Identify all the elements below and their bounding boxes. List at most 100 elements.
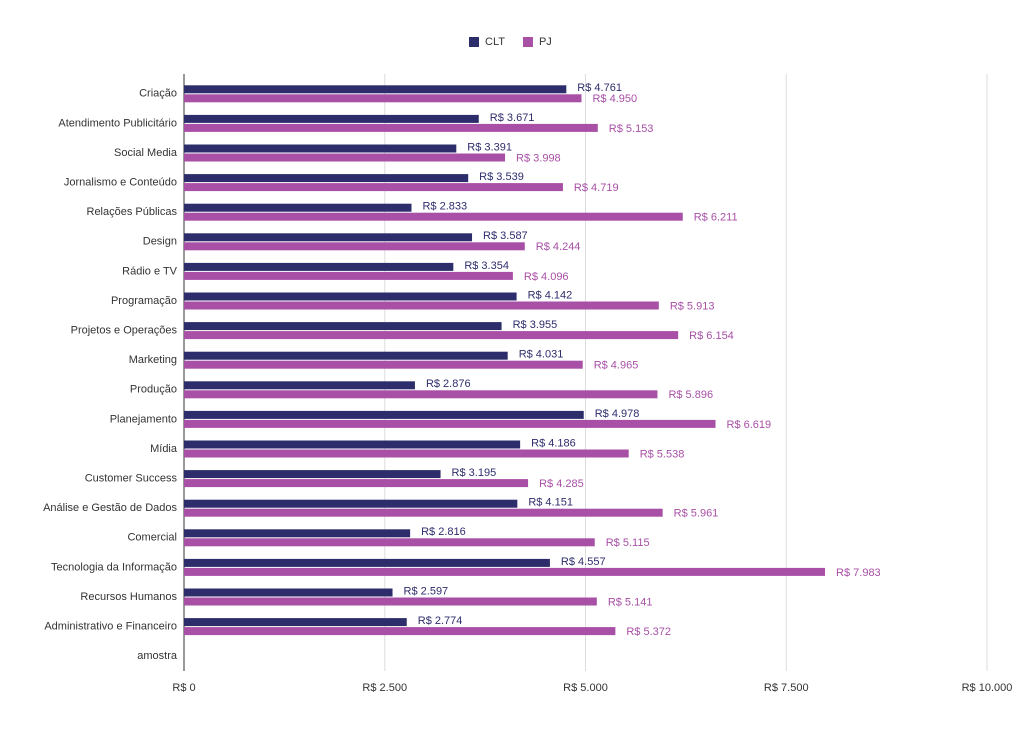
bar bbox=[184, 479, 529, 488]
y-tick-label: Rádio e TV bbox=[122, 265, 177, 277]
bar bbox=[184, 558, 550, 567]
bar bbox=[184, 381, 415, 390]
value-label: R$ 5.896 bbox=[668, 389, 713, 401]
value-label: R$ 3.998 bbox=[516, 152, 561, 164]
y-tick-label: Jornalismo e Conteúdo bbox=[64, 177, 177, 189]
bar bbox=[184, 242, 525, 251]
bar bbox=[184, 212, 683, 221]
bar bbox=[184, 174, 469, 183]
value-label: R$ 3.955 bbox=[513, 319, 558, 331]
value-label: R$ 3.587 bbox=[483, 230, 528, 242]
value-label: R$ 3.354 bbox=[464, 260, 509, 272]
bar bbox=[184, 351, 508, 360]
y-tick-label: Marketing bbox=[129, 354, 177, 366]
bar bbox=[184, 529, 411, 538]
bar bbox=[184, 618, 407, 627]
value-label: R$ 6.619 bbox=[727, 419, 772, 431]
bar bbox=[184, 470, 441, 479]
value-label: R$ 3.195 bbox=[452, 467, 497, 479]
bar bbox=[184, 301, 659, 310]
value-label: R$ 5.153 bbox=[609, 123, 654, 135]
y-tick-label: Planejamento bbox=[110, 413, 177, 425]
y-tick-label: Comercial bbox=[127, 532, 177, 544]
y-tick-label: Design bbox=[143, 236, 177, 248]
value-label: R$ 3.539 bbox=[479, 171, 524, 183]
bar bbox=[184, 410, 584, 419]
bar bbox=[184, 538, 595, 547]
value-label: R$ 4.285 bbox=[539, 478, 584, 490]
value-label: R$ 6.211 bbox=[694, 212, 738, 224]
bar bbox=[184, 360, 583, 369]
value-label: R$ 2.597 bbox=[404, 585, 449, 597]
bar bbox=[184, 322, 502, 331]
y-tick-label: Social Media bbox=[114, 147, 178, 159]
value-label: R$ 2.774 bbox=[418, 615, 463, 627]
value-label: R$ 4.186 bbox=[531, 437, 576, 449]
bar bbox=[184, 597, 597, 606]
value-label: R$ 2.833 bbox=[422, 201, 467, 213]
value-label: R$ 5.141 bbox=[608, 596, 653, 608]
bar bbox=[184, 233, 473, 242]
legend-label: CLT bbox=[485, 36, 505, 48]
bar bbox=[184, 499, 518, 508]
bar bbox=[184, 144, 457, 153]
y-tick-label: Programação bbox=[111, 295, 177, 307]
value-label: R$ 4.719 bbox=[574, 182, 619, 194]
bar bbox=[184, 419, 716, 428]
y-tick-label: Administrativo e Financeiro bbox=[44, 621, 177, 633]
value-label: R$ 3.391 bbox=[467, 141, 512, 153]
y-tick-label: Criação bbox=[139, 88, 177, 100]
y-tick-label: Análise e Gestão de Dados bbox=[43, 502, 177, 514]
bar bbox=[184, 440, 521, 449]
bar bbox=[184, 331, 679, 340]
x-tick-label: R$ 7.500 bbox=[764, 682, 809, 694]
value-label: R$ 2.876 bbox=[426, 378, 471, 390]
value-label: R$ 4.244 bbox=[536, 241, 581, 253]
x-tick-label: R$ 0 bbox=[172, 682, 195, 694]
bar bbox=[184, 123, 598, 132]
value-label: R$ 6.154 bbox=[689, 330, 734, 342]
legend-swatch bbox=[469, 37, 479, 47]
bar bbox=[184, 153, 506, 162]
bar bbox=[184, 588, 393, 597]
bar bbox=[184, 627, 616, 636]
y-tick-label: Relações Públicas bbox=[87, 206, 178, 218]
legend-label: PJ bbox=[539, 36, 552, 48]
y-tick-label: Recursos Humanos bbox=[80, 591, 177, 603]
y-tick-label: Produção bbox=[130, 384, 177, 396]
value-label: R$ 3.671 bbox=[490, 112, 535, 124]
bar bbox=[184, 292, 517, 301]
bar bbox=[184, 508, 663, 517]
x-tick-label: R$ 5.000 bbox=[563, 682, 608, 694]
bar bbox=[184, 203, 412, 212]
value-label: R$ 4.761 bbox=[577, 82, 622, 94]
value-label: R$ 4.950 bbox=[592, 93, 637, 105]
value-label: R$ 5.961 bbox=[674, 508, 719, 520]
value-label: R$ 7.983 bbox=[836, 567, 881, 579]
value-label: R$ 4.031 bbox=[519, 349, 564, 361]
y-tick-label: Tecnologia da Informação bbox=[51, 561, 177, 573]
y-tick-label: amostra bbox=[137, 650, 178, 662]
bar bbox=[184, 85, 567, 94]
value-label: R$ 4.557 bbox=[561, 556, 606, 568]
bar bbox=[184, 262, 454, 271]
value-label: R$ 4.151 bbox=[528, 497, 573, 509]
value-label: R$ 5.538 bbox=[640, 448, 685, 460]
y-tick-label: Atendimento Publicitário bbox=[58, 117, 177, 129]
bar bbox=[184, 567, 826, 576]
value-label: R$ 4.096 bbox=[524, 271, 569, 283]
y-tick-label: Customer Success bbox=[85, 473, 178, 485]
bar bbox=[184, 114, 479, 123]
x-tick-label: R$ 10.000 bbox=[962, 682, 1013, 694]
value-label: R$ 5.115 bbox=[606, 537, 650, 549]
bar bbox=[184, 390, 658, 399]
bar bbox=[184, 271, 513, 280]
x-tick-label: R$ 2.500 bbox=[362, 682, 407, 694]
bar bbox=[184, 449, 629, 458]
y-tick-label: Mídia bbox=[150, 443, 178, 455]
value-label: R$ 4.978 bbox=[595, 408, 640, 420]
value-label: R$ 4.142 bbox=[528, 289, 573, 301]
y-tick-label: Projetos e Operações bbox=[71, 325, 178, 337]
bar bbox=[184, 183, 563, 192]
